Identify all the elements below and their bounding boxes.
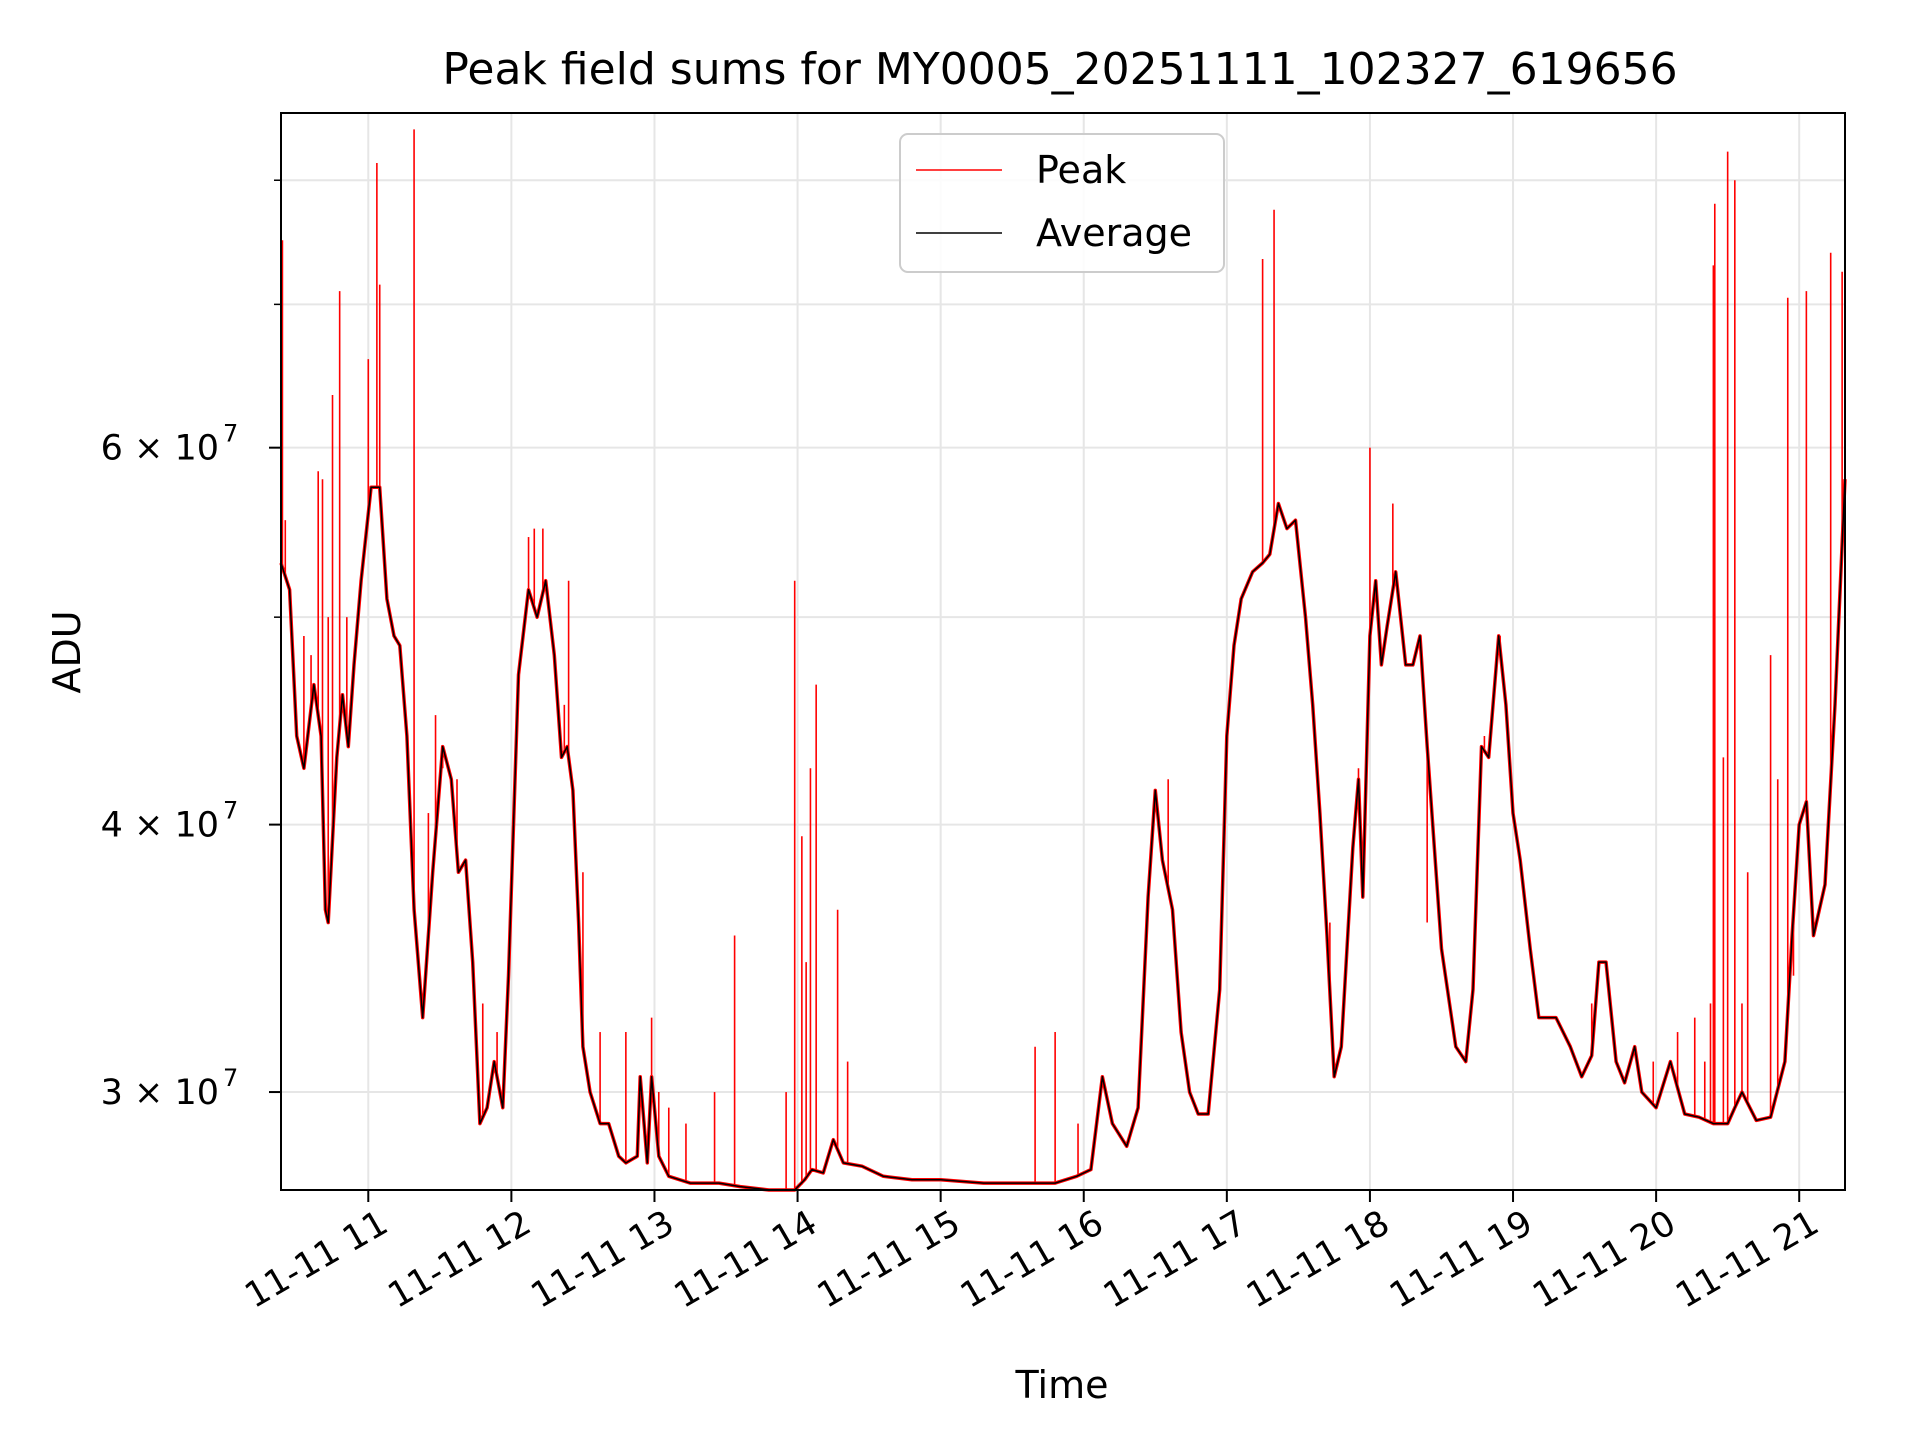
legend-average-label: Average <box>1036 211 1192 255</box>
legend-peak-label: Peak <box>1036 148 1126 192</box>
average-series-line <box>280 479 1846 1191</box>
y-tick-exponent: 7 <box>223 420 238 448</box>
plot-data <box>279 129 1847 1192</box>
y-tick-exponent: 7 <box>223 1064 238 1092</box>
y-axis-label: ADU <box>45 610 89 693</box>
chart-title: Peak field sums for MY0005_20251111_1023… <box>442 44 1677 95</box>
y-tick-label: 6 × 10 <box>101 429 219 469</box>
plot-area-frame <box>280 112 1846 1191</box>
x-axis-label: Time <box>1015 1363 1109 1407</box>
legend-box <box>899 133 1225 273</box>
y-tick-label: 4 × 10 <box>101 806 219 846</box>
grid <box>281 113 1845 1190</box>
y-tick-exponent: 7 <box>223 797 238 825</box>
legend: Peak Average <box>899 133 1225 273</box>
y-tick-label: 3 × 10 <box>101 1073 219 1113</box>
y-axis-ticks: 3 × 10 74 × 10 76 × 10 7 <box>101 179 281 1113</box>
